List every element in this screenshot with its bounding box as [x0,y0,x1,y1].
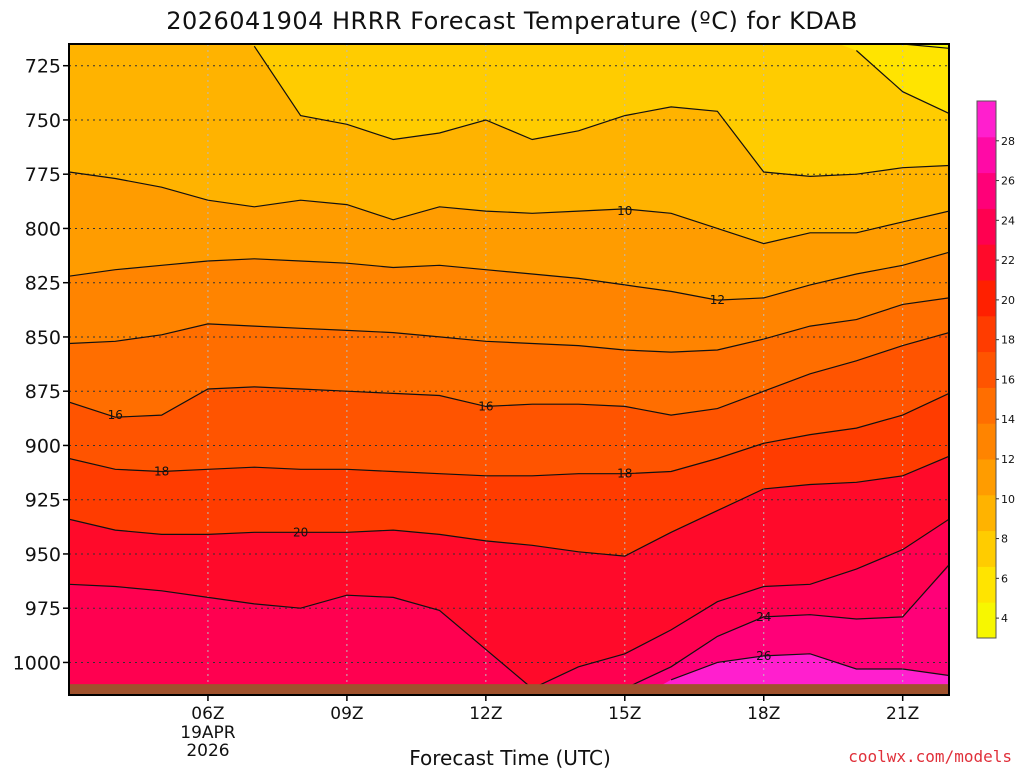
isotherm-label: 24 [756,610,771,624]
isotherm-16 [69,332,949,418]
colorbar-tick-label: 14 [1001,413,1015,426]
colorbar-swatch [977,459,996,496]
x-tick-label: 09Z [330,704,363,724]
colorbar-tick-label: 16 [1001,373,1015,386]
colorbar-tick-label: 22 [1001,254,1015,267]
colorbar-swatch [977,101,996,138]
temperature-bands [69,44,949,695]
y-tick-label: 800 [25,218,61,240]
ground-surface [69,684,949,695]
isotherm-10 [69,171,949,245]
isotherm-label: 16 [108,408,123,422]
colorbar-swatch [977,351,996,388]
x-tick-sublabel: 2026 [186,741,229,761]
colorbar-tick-label: 24 [1001,214,1015,227]
colorbar-swatch [977,244,996,281]
isotherm-12 [69,251,949,301]
isotherm-20 [69,455,949,557]
colorbar-tick-label: 18 [1001,334,1015,347]
isotherm-label: 10 [617,204,632,218]
isotherm-8 [253,45,949,178]
pressure-axis: 725 750 775 800 825 850 875 900 925 950 975 1000 [13,56,69,674]
colorbar-tick-label: 12 [1001,453,1015,466]
colorbar-swatch [977,602,996,639]
colorbar-swatch [977,172,996,209]
isotherm-26 [670,653,949,681]
x-tick-label: 12Z [469,704,502,724]
colorbar-frame [976,100,997,639]
x-tick-label: 15Z [608,704,641,724]
isotherm-label: 18 [154,464,169,478]
colorbar: 4 6 8 10 12 14 16 18 20 22 24 26 28 [976,100,1015,639]
band-fill-8 [246,44,949,177]
y-tick-label: 850 [25,327,61,349]
isotherm-22 [69,518,949,690]
y-tick-label: 900 [25,435,61,457]
isotherm-label: 26 [756,649,771,663]
x-tick-label: 06Z [191,704,224,724]
y-tick-label: 725 [25,56,61,78]
credit-link[interactable]: coolwx.com/models [848,747,1012,766]
y-tick-label: 925 [25,490,61,512]
colorbar-tick-label: 8 [1001,533,1008,546]
grid-lines [69,44,949,695]
colorbar-swatch [977,136,996,174]
y-tick-label: 825 [25,273,61,295]
colorbar-swatch [977,280,996,317]
isotherm-18 [69,392,949,477]
chart-title: 2026041904 HRRR Forecast Temperature (ºC… [166,7,858,35]
colorbar-swatch [977,423,996,460]
isotherm-label: 18 [617,467,632,481]
isotherm-label: 16 [478,399,493,413]
y-tick-label: 950 [25,544,61,566]
colorbar-swatch [977,387,996,424]
colorbar-swatch [977,530,996,567]
colorbar-tick-label: 26 [1001,175,1015,188]
isotherm-24 [624,564,949,690]
colorbar-swatch [977,208,996,245]
colorbar-tick-label: 4 [1001,612,1008,625]
isotherm-14 [69,297,949,353]
colorbar-tick-label: 28 [1001,135,1015,148]
isotherm-label: 20 [293,525,308,539]
x-tick-sublabel: 19APR [180,723,236,743]
x-tick-label: 21Z [886,704,919,724]
isotherm-6 [856,50,949,114]
y-tick-label: 875 [25,381,61,403]
y-tick-label: 750 [25,110,61,132]
band-fill-6 [839,44,949,113]
colorbar-tick-label: 6 [1001,572,1008,585]
x-tick-label: 18Z [747,704,780,724]
colorbar-tick-label: 20 [1001,294,1015,307]
plot-frame [68,43,950,696]
y-tick-label: 975 [25,598,61,620]
isotherm-label: 12 [710,293,725,307]
ground-strip [69,684,949,695]
x-axis-label: Forecast Time (UTC) [409,746,611,768]
colorbar-swatch [977,566,996,603]
isotherm-lines [69,44,949,690]
colorbar-tick-label: 10 [1001,493,1015,506]
colorbar-swatch [977,315,996,353]
y-tick-label: 775 [25,164,61,186]
y-tick-label: 1000 [13,652,61,674]
colorbar-swatch [977,494,996,532]
isotherm-labels: 10 12 16 16 18 18 20 24 26 [108,204,772,663]
